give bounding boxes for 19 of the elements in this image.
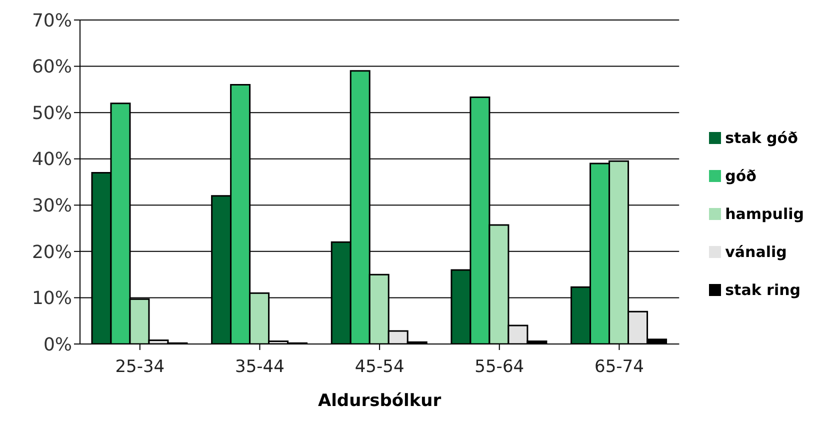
legend-label: góð [725, 166, 756, 184]
y-tick-label: 0% [43, 334, 72, 356]
legend-label: vánalig [725, 242, 787, 260]
y-tick-label: 30% [32, 196, 72, 217]
y-tick-label: 50% [32, 102, 72, 124]
legend-label: stak ring [725, 280, 800, 298]
y-tick-label: 10% [32, 288, 72, 310]
x-tick-label: 45-54 [354, 357, 404, 378]
y-tick-label: 70% [32, 10, 72, 32]
x-tick-label: 55-64 [474, 357, 524, 378]
legend-label: stak góð [725, 128, 798, 146]
y-tick-label: 20% [32, 242, 72, 263]
x-tick-label: 35-44 [235, 357, 284, 378]
y-tick-label: 40% [32, 149, 72, 170]
legend-label: hampulig [725, 204, 804, 222]
x-tick-label: 65-74 [594, 357, 644, 378]
x-tick-label: 25-34 [115, 357, 165, 378]
y-tick-label: 60% [32, 56, 72, 78]
x-axis-title: Aldursbólkur [318, 391, 442, 411]
